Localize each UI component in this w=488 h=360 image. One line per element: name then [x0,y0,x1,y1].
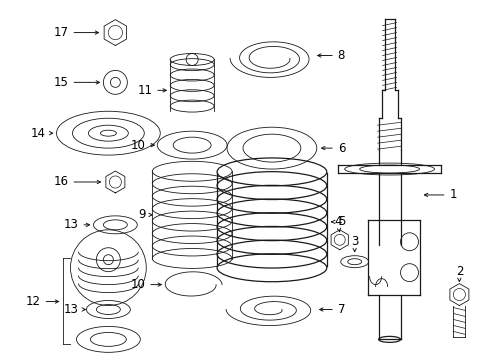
Text: 17: 17 [53,26,99,39]
Text: 13: 13 [63,303,85,316]
Text: 13: 13 [63,218,89,231]
Text: 4: 4 [333,215,341,232]
Text: 1: 1 [424,188,456,202]
Text: 12: 12 [25,295,59,308]
Text: 10: 10 [130,139,154,152]
Text: 16: 16 [53,175,101,189]
Text: 14: 14 [31,127,53,140]
Text: 7: 7 [319,303,345,316]
Text: 15: 15 [54,76,100,89]
Text: 2: 2 [455,265,462,282]
Text: 10: 10 [130,278,161,291]
Text: 9: 9 [138,208,152,221]
Text: 6: 6 [321,141,345,155]
Text: 8: 8 [317,49,345,62]
Text: 5: 5 [331,215,345,228]
Text: 3: 3 [350,235,358,252]
Text: 11: 11 [137,84,166,97]
